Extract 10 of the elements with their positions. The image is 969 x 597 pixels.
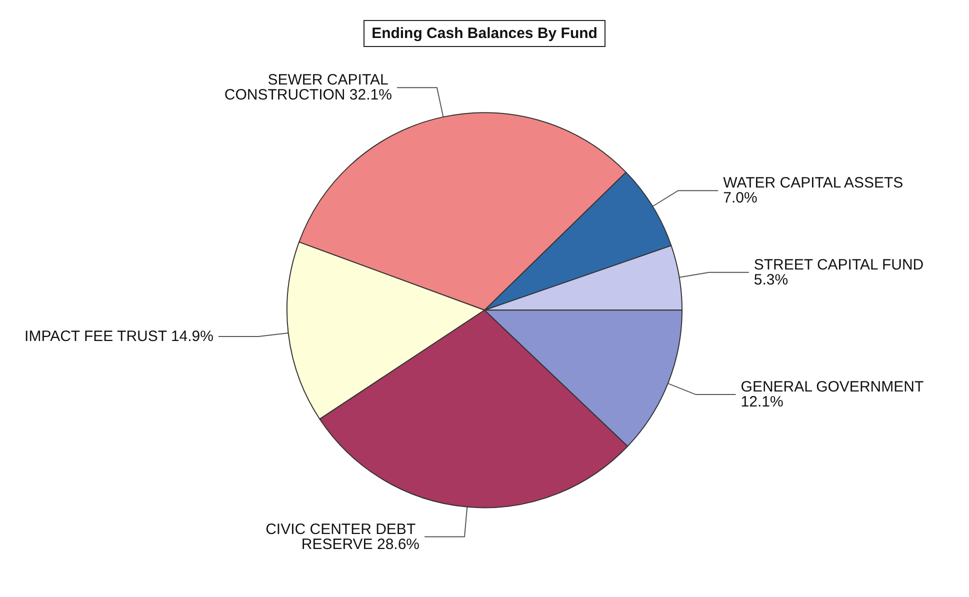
- data-label: 12.1%: [740, 394, 784, 411]
- slice-label: GENERAL GOVERNMENT: [740, 378, 928, 396]
- slice-label: STREET CAPITAL FUND: [754, 256, 928, 274]
- slice-label: WATER CAPITAL ASSETS: [723, 174, 908, 192]
- slice-label: SEWER CAPITAL CONSTRUCTION 32.1%: [224, 72, 392, 104]
- data-label: 7.0%: [723, 190, 758, 207]
- data-label: 5.3%: [754, 271, 788, 288]
- slice-label: IMPACT FEE TRUST 14.9%: [24, 328, 214, 346]
- slice-label: CIVIC CENTER DEBT RESERVE 28.6%: [266, 520, 420, 553]
- chart-title: Ending Cash Balances By Fund: [372, 25, 598, 42]
